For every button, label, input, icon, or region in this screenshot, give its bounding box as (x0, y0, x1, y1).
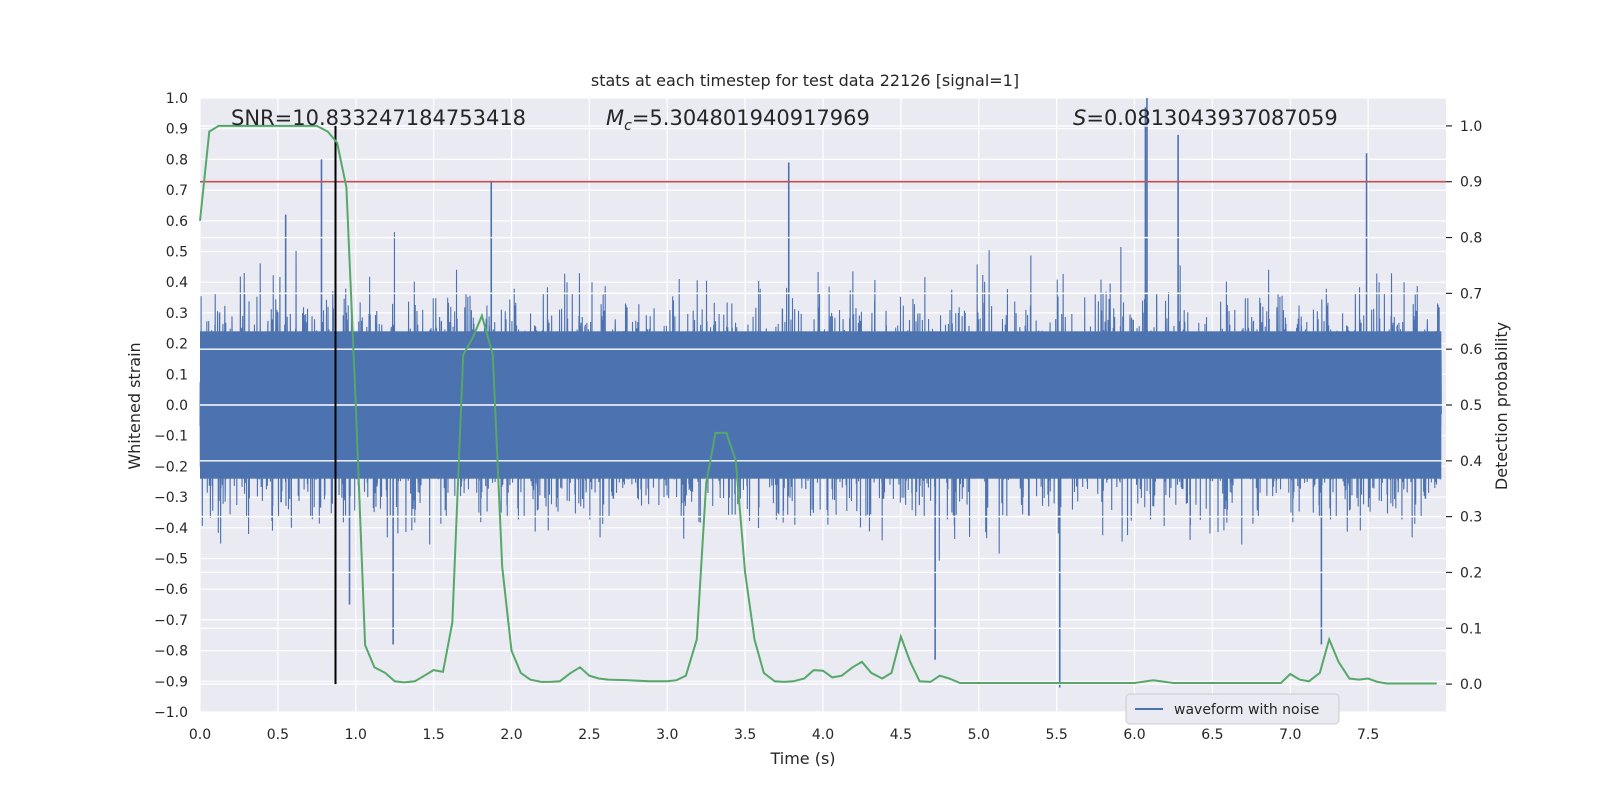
y-tick-label: −0.9 (154, 674, 188, 690)
y-tick-label: −0.5 (154, 552, 188, 568)
y-tick-label: 0.9 (166, 122, 188, 138)
y2-tick-label: 0.6 (1460, 342, 1482, 358)
x-tick-label: 6.5 (1201, 727, 1223, 743)
x-tick-label: 7.5 (1357, 727, 1379, 743)
chirp-mass-symbol: M (606, 106, 624, 130)
y-tick-label: 0.7 (166, 183, 188, 199)
y2-tick-label: 0.9 (1460, 175, 1482, 191)
x-axis-label: Time (s) (769, 749, 835, 768)
y2-tick-label: 0.3 (1460, 510, 1482, 526)
y-tick-label: −0.3 (154, 490, 188, 506)
s-value: =0.0813043937087059 (1086, 106, 1337, 130)
y2-tick-label: 0.0 (1460, 677, 1482, 693)
y-tick-label: 1.0 (166, 91, 188, 107)
y-tick-label: 0.2 (166, 337, 188, 353)
x-tick-label: 2.0 (500, 727, 522, 743)
y-tick-label: 0.5 (166, 245, 188, 261)
y-tick-label: 0.8 (166, 152, 188, 168)
x-tick-label: 1.0 (345, 727, 367, 743)
y-tick-label: −0.8 (154, 644, 188, 660)
x-tick-label: 4.0 (812, 727, 834, 743)
x-tick-label: 4.5 (890, 727, 912, 743)
y-tick-label: 0.6 (166, 214, 188, 230)
s-annotation: S=0.0813043937087059 (1073, 106, 1338, 130)
y-axis-ticks: −1.0 −0.9 −0.8 −0.7 −0.6 −0.5 −0.4 −0.3 −0.2 −0.1… (154, 91, 188, 721)
s-symbol: S (1073, 106, 1086, 130)
secondary-grid-lines (200, 125, 1446, 685)
chirp-mass-annotation: Mc=5.304801940917969 (606, 106, 870, 134)
y-tick-label: 0.3 (166, 306, 188, 322)
y-axis-label: Whitened strain (125, 342, 144, 469)
y2-tick-label: 0.4 (1460, 454, 1482, 470)
y-tick-label: −0.7 (154, 613, 188, 629)
legend-box (1125, 693, 1340, 725)
y-tick-label: 0.0 (166, 398, 188, 414)
legend: waveform with noise (1125, 693, 1340, 725)
y-tick-label: −0.6 (154, 582, 188, 598)
y2-tick-label: 0.2 (1460, 565, 1482, 581)
y-tick-label: −1.0 (154, 705, 188, 721)
y2-tick-label: 0.1 (1460, 621, 1482, 637)
snr-annotation: SNR=10.833247184753418 (231, 106, 526, 130)
y2-axis-label: Detection probability (1492, 322, 1511, 490)
x-tick-label: 7.0 (1279, 727, 1301, 743)
y-tick-label: 0.1 (166, 367, 188, 383)
x-tick-label: 5.0 (968, 727, 990, 743)
chart-title: stats at each timestep for test data 221… (591, 71, 1019, 90)
y2-tick-label: 0.7 (1460, 286, 1482, 302)
x-tick-label: 0.5 (267, 727, 289, 743)
x-tick-label: 5.5 (1045, 727, 1067, 743)
y-tick-label: −0.2 (154, 459, 188, 475)
y-tick-label: −0.1 (154, 429, 188, 445)
x-tick-label: 1.5 (422, 727, 444, 743)
chirp-mass-value: =5.304801940917969 (632, 106, 870, 130)
y-tick-label: −0.4 (154, 521, 188, 537)
x-tick-label: 0.0 (189, 727, 211, 743)
y2-tick-label: 1.0 (1460, 119, 1482, 135)
detection-probability-line (199, 124, 1437, 685)
x-tick-label: 3.5 (734, 727, 756, 743)
legend-label: waveform with noise (1174, 702, 1319, 718)
x-tick-label: 6.0 (1123, 727, 1145, 743)
chirp-mass-subscript: c (624, 118, 632, 134)
x-tick-label: 3.0 (656, 727, 678, 743)
y-tick-label: 0.4 (166, 275, 188, 291)
x-axis-ticks: 0.0 0.5 1.0 1.5 2.0 2.5 3.0 3.5 4.0 4.5 5.0 5.5 6.0 6… (189, 727, 1379, 743)
y2-tick-label: 0.5 (1460, 398, 1482, 414)
x-tick-label: 2.5 (578, 727, 600, 743)
y2-tick-label: 0.8 (1460, 231, 1482, 247)
y2-axis-ticks: 0.0 0.1 0.2 0.3 0.4 0.5 0.6 0.7 0.8 0.9 1.0 (1446, 119, 1482, 693)
